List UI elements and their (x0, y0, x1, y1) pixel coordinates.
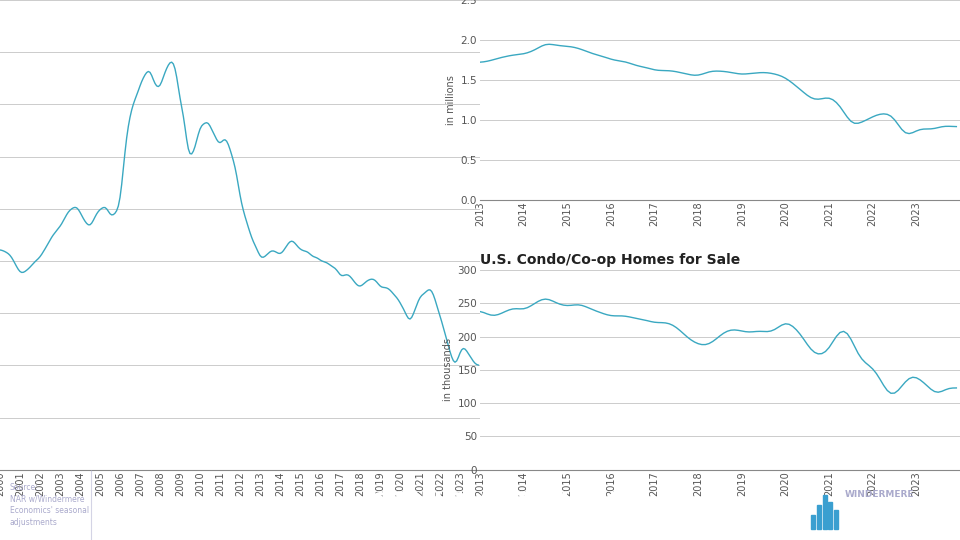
Y-axis label: in thousands: in thousands (444, 339, 453, 401)
Text: WINDERMERE: WINDERMERE (845, 490, 914, 499)
Text: LISTING ACTIVITY: LISTING ACTIVITY (343, 491, 617, 519)
Bar (834, 510, 838, 529)
Y-axis label: in millions: in millions (446, 75, 456, 125)
Bar (823, 495, 827, 529)
Bar (817, 505, 821, 529)
Text: U.S. Condo/Co-op Homes for Sale: U.S. Condo/Co-op Homes for Sale (480, 253, 740, 267)
Text: Source:
NAR w/Windermere
Economics' seasonal
adjustments: Source: NAR w/Windermere Economics' seas… (10, 483, 88, 527)
Bar (828, 502, 832, 529)
Bar (811, 515, 815, 529)
Text: Economics: Economics (845, 510, 941, 528)
